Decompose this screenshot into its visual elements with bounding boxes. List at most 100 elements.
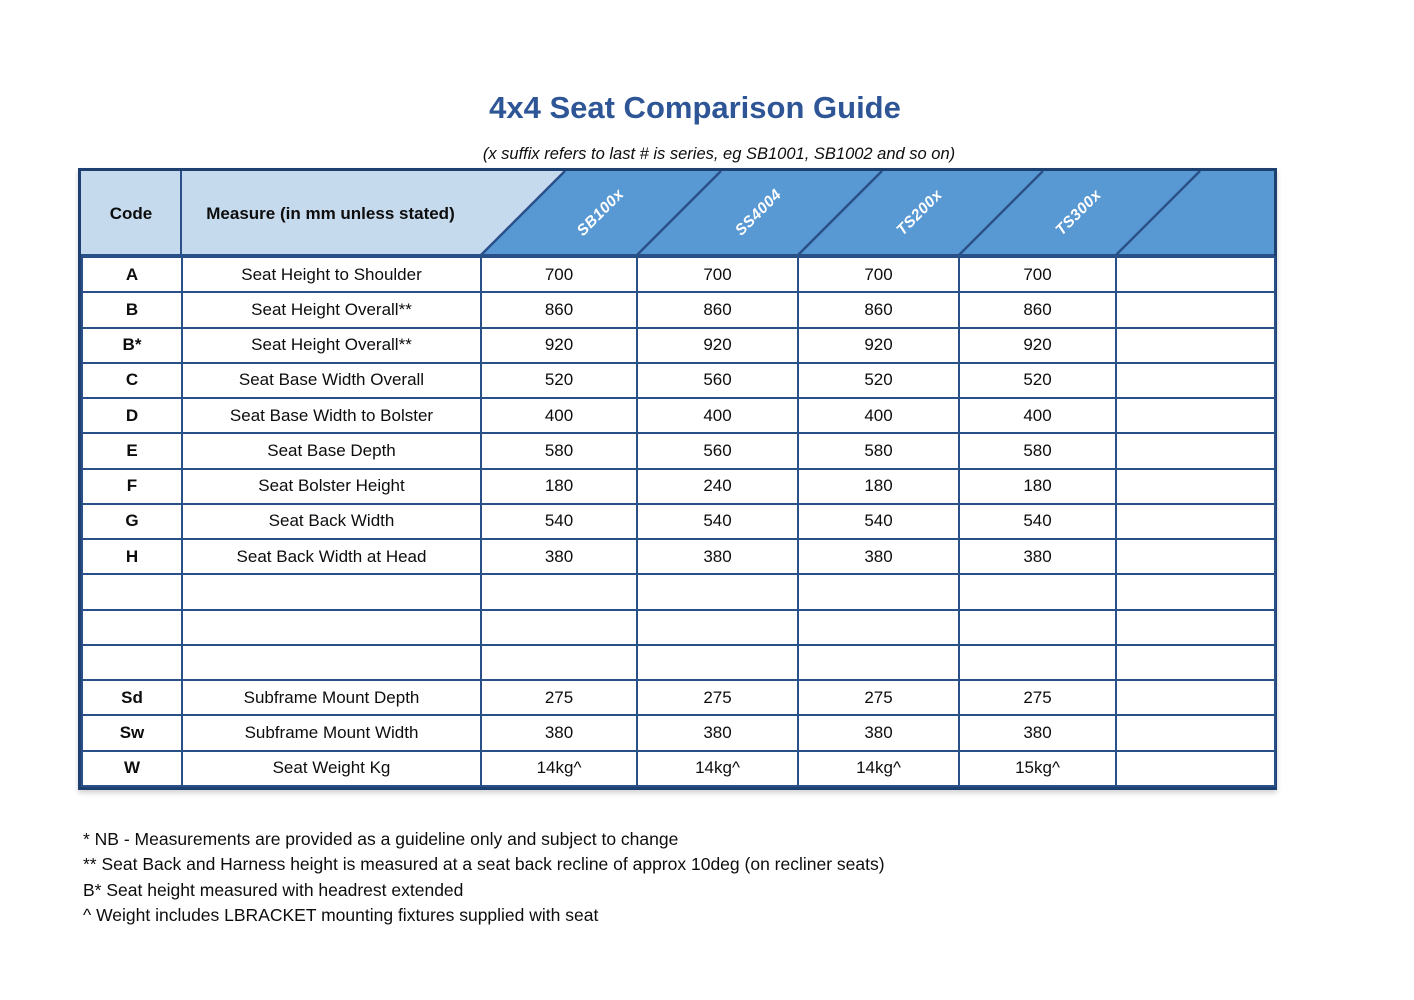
row-value: 380 (797, 714, 960, 752)
row-value: 275 (797, 679, 960, 717)
footnote: B* Seat height measured with headrest ex… (83, 879, 464, 900)
table-row: A Seat Height to Shoulder 700 700 700 700 (81, 255, 1276, 294)
row-code: Sw (81, 714, 183, 752)
row-code: G (81, 502, 183, 541)
row-value: 400 (480, 397, 638, 435)
row-value: 920 (958, 326, 1117, 364)
row-value (1115, 255, 1276, 294)
row-value: 700 (958, 255, 1117, 294)
row-measure: Seat Base Depth (181, 432, 482, 470)
table-header: Code Measure (in mm unless stated) SB100… (81, 171, 1274, 256)
row-code (81, 643, 183, 682)
row-value (797, 573, 960, 611)
row-value: 860 (480, 291, 638, 329)
row-measure: Seat Back Width (181, 502, 482, 541)
row-value: 560 (636, 432, 799, 470)
row-code (81, 573, 183, 611)
row-code: A (81, 255, 183, 294)
row-value (958, 643, 1117, 682)
table-row: W Seat Weight Kg 14kg^ 14kg^ 14kg^ 15kg^ (81, 749, 1276, 788)
row-code: C (81, 361, 183, 400)
row-value (1115, 714, 1276, 752)
row-value: 540 (480, 502, 638, 541)
row-value: 920 (797, 326, 960, 364)
row-value: 15kg^ (958, 749, 1117, 788)
table-row (81, 608, 1276, 646)
row-value (636, 608, 799, 646)
table-row: B* Seat Height Overall** 920 920 920 920 (81, 326, 1276, 364)
row-measure (181, 643, 482, 682)
row-value: 180 (797, 467, 960, 505)
measurements-grid: A Seat Height to Shoulder 700 700 700 700 B Sea… (81, 255, 1276, 788)
row-code: H (81, 538, 183, 576)
table-row: H Seat Back Width at Head 380 380 380 380 (81, 538, 1276, 576)
table-row: F Seat Bolster Height 180 240 180 180 (81, 467, 1276, 505)
comparison-table: Code Measure (in mm unless stated) SB100… (78, 168, 1277, 790)
row-measure (181, 608, 482, 646)
row-code: B (81, 291, 183, 329)
row-value: 580 (797, 432, 960, 470)
row-measure: Seat Height Overall** (181, 291, 482, 329)
row-value: 540 (636, 502, 799, 541)
row-value: 380 (636, 538, 799, 576)
row-code: W (81, 749, 183, 788)
row-value (797, 608, 960, 646)
row-value: 180 (958, 467, 1117, 505)
row-value (636, 643, 799, 682)
row-value: 520 (797, 361, 960, 400)
row-value: 860 (636, 291, 799, 329)
row-value: 380 (636, 714, 799, 752)
row-measure: Subframe Mount Depth (181, 679, 482, 717)
header-diagonals-graphic (81, 171, 1201, 254)
row-value: 275 (480, 679, 638, 717)
table-row: Sw Subframe Mount Width 380 380 380 380 (81, 714, 1276, 752)
row-value (480, 608, 638, 646)
row-value: 700 (636, 255, 799, 294)
row-measure: Seat Base Width Overall (181, 361, 482, 400)
row-value: 275 (636, 679, 799, 717)
footnote: ** Seat Back and Harness height is measu… (83, 854, 885, 875)
row-value (1115, 502, 1276, 541)
row-value: 560 (636, 361, 799, 400)
row-value: 380 (958, 714, 1117, 752)
table-row (81, 643, 1276, 682)
row-value (1115, 679, 1276, 717)
row-value (1115, 291, 1276, 329)
footnote: ^ Weight includes LBRACKET mounting fixt… (83, 905, 599, 926)
row-value: 520 (480, 361, 638, 400)
table-row: C Seat Base Width Overall 520 560 520 520 (81, 361, 1276, 400)
table-row: B Seat Height Overall** 860 860 860 860 (81, 291, 1276, 329)
page-subtitle: (x suffix refers to last # is series, eg… (482, 145, 956, 163)
table-row (81, 573, 1276, 611)
row-value: 380 (797, 538, 960, 576)
table-row: G Seat Back Width 540 540 540 540 (81, 502, 1276, 541)
row-value: 580 (958, 432, 1117, 470)
row-value: 400 (958, 397, 1117, 435)
row-value: 180 (480, 467, 638, 505)
row-value (1115, 608, 1276, 646)
row-value (1115, 326, 1276, 364)
row-value: 520 (958, 361, 1117, 400)
row-value (1115, 432, 1276, 470)
row-measure (181, 573, 482, 611)
row-value (958, 608, 1117, 646)
row-value (480, 573, 638, 611)
row-measure: Subframe Mount Width (181, 714, 482, 752)
row-value: 400 (797, 397, 960, 435)
row-value: 860 (797, 291, 960, 329)
row-value: 540 (797, 502, 960, 541)
row-measure: Seat Bolster Height (181, 467, 482, 505)
row-code: F (81, 467, 183, 505)
row-value (958, 573, 1117, 611)
row-value: 580 (480, 432, 638, 470)
row-measure: Seat Weight Kg (181, 749, 482, 788)
measure-column-header: Measure (in mm unless stated) (206, 203, 455, 223)
row-code: D (81, 397, 183, 435)
row-value: 380 (958, 538, 1117, 576)
row-value: 14kg^ (636, 749, 799, 788)
row-value (1115, 573, 1276, 611)
row-value: 920 (636, 326, 799, 364)
row-value: 275 (958, 679, 1117, 717)
row-code: E (81, 432, 183, 470)
